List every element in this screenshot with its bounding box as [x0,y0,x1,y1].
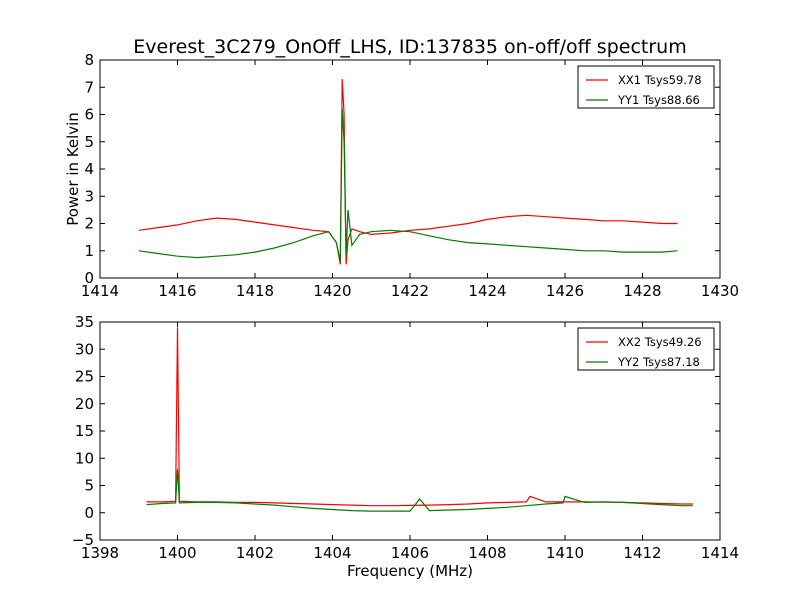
x-tick-label: 1400 [158,544,196,562]
y-tick-label: 6 [84,106,94,124]
x-tick-label: 1424 [468,282,506,300]
upper-panel-series [138,79,678,265]
x-tick-label: 1428 [623,282,661,300]
y-tick-label: 5 [84,477,94,495]
x-tick-label: 1420 [313,282,351,300]
x-tick-label: 1426 [546,282,584,300]
y-tick-label: 8 [84,51,94,69]
series-line-2-2 [146,469,693,512]
y-tick-label: 35 [75,313,94,331]
lower-panel-series [146,327,693,512]
x-tick-label: 1410 [546,544,584,562]
lower-panel-legend: XX2 Tsys49.26 YY2 Tsys87.18 [577,327,715,371]
y-tick-label: 25 [75,368,94,386]
chart-title: Everest_3C279_OnOff_LHS, ID:137835 on-of… [133,36,686,58]
y-tick-label: 20 [75,395,94,413]
y-tick-label: 3 [84,187,94,205]
y-tick-label: 7 [84,78,94,96]
legend-box [577,65,715,109]
x-tick-label: 1422 [391,282,429,300]
y-tick-label: 30 [75,340,94,358]
lower-panel: 1398 1400 1402 1404 1406 1408 1410 1412 1414 −5 0… [72,313,739,580]
legend-entry: YY2 Tsys87.18 [617,355,700,369]
lower-panel-x-ticks: 1398 1400 1402 1404 1406 1408 1410 1412 1414 [81,322,739,562]
series-line-1-1 [138,79,678,265]
upper-panel-y-axis-label: Power in Kelvin [64,112,82,226]
y-tick-label: 2 [84,215,94,233]
legend-box [577,327,715,371]
legend-entry: XX1 Tsys59.78 [618,73,702,87]
x-tick-label: 1430 [701,282,739,300]
upper-panel: 1414 1416 1418 1420 1422 1424 1426 1428 1430 0 1 2… [64,51,739,300]
x-tick-label: 1408 [468,544,506,562]
x-tick-label: 1402 [236,544,274,562]
x-tick-label: 1414 [81,282,119,300]
x-tick-label: 1398 [81,544,119,562]
upper-panel-y-ticks: 0 1 2 3 4 5 6 7 8 [84,51,720,287]
x-tick-label: 1406 [391,544,429,562]
x-tick-label: 1418 [236,282,274,300]
y-tick-label: 0 [84,269,94,287]
y-tick-label: −5 [72,531,94,549]
upper-panel-x-ticks: 1414 1416 1418 1420 1422 1424 1426 1428 1430 [81,60,739,300]
y-tick-label: 10 [75,449,94,467]
series-line-1-2 [138,108,678,262]
x-tick-label: 1412 [623,544,661,562]
lower-panel-x-axis-label: Frequency (MHz) [347,562,473,580]
x-tick-label: 1404 [313,544,351,562]
x-tick-label: 1416 [158,282,196,300]
y-tick-label: 1 [84,242,94,260]
legend-entry: YY1 Tsys88.66 [617,93,700,107]
y-tick-label: 4 [84,160,94,178]
lower-panel-y-ticks: −5 0 5 10 15 20 25 30 35 [72,313,720,549]
y-tick-label: 15 [75,422,94,440]
upper-panel-legend: XX1 Tsys59.78 YY1 Tsys88.66 [577,65,715,109]
y-tick-label: 0 [84,504,94,522]
x-tick-label: 1414 [701,544,739,562]
y-tick-label: 5 [84,133,94,151]
legend-entry: XX2 Tsys49.26 [618,335,702,349]
